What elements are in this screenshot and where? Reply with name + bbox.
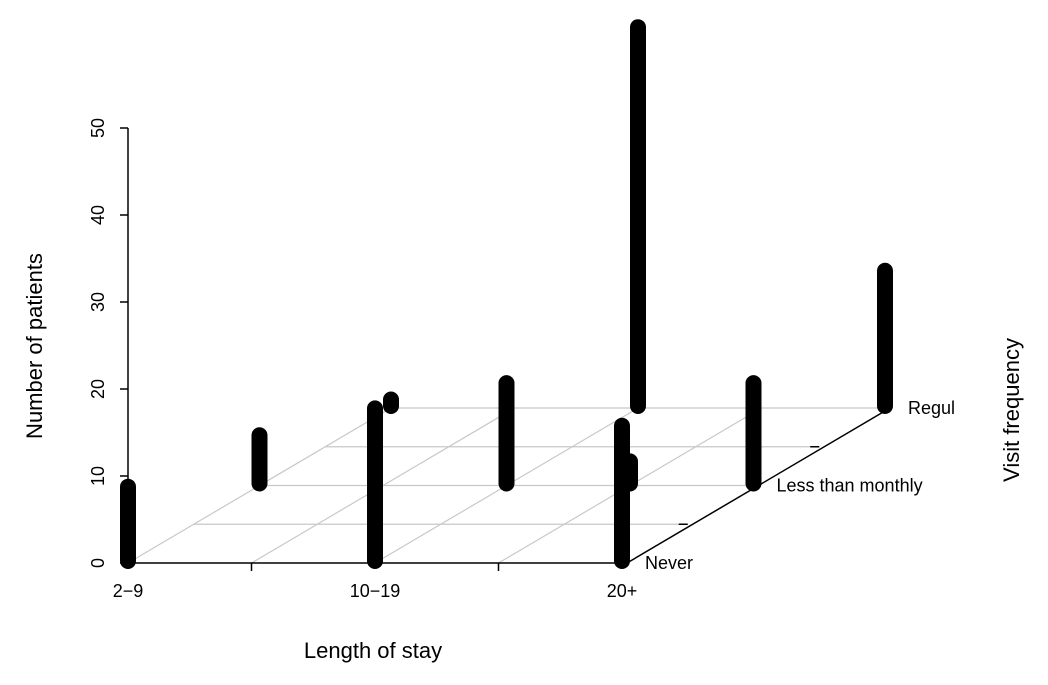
z-tick-label: Less than monthly xyxy=(777,476,923,496)
y-tick-label: 20 xyxy=(88,379,108,399)
x-axis-label: Length of stay xyxy=(304,638,442,663)
z-tick-label: Never xyxy=(645,553,693,573)
y-tick-label: 30 xyxy=(88,292,108,312)
y-tick-label: 40 xyxy=(88,205,108,225)
y-tick-label: 10 xyxy=(88,466,108,486)
y-axis-label: Number of patients xyxy=(22,253,47,439)
x-ticks: 2−9 10−19 20+ xyxy=(113,563,638,601)
z-axis-label: Visit frequency xyxy=(999,338,1024,482)
y-tick-label: 0 xyxy=(88,558,108,568)
axes xyxy=(127,128,891,564)
y-tick-label: 50 xyxy=(88,118,108,138)
y-ticks: 0 10 20 30 40 50 xyxy=(88,118,128,568)
x-tick-label: 10−19 xyxy=(350,581,401,601)
x-tick-label: 20+ xyxy=(607,581,638,601)
z-tick-label: Regul xyxy=(908,398,955,418)
bars xyxy=(120,19,893,569)
z-ticks: Never Less than monthly Regul xyxy=(645,398,955,573)
x-tick-label: 2−9 xyxy=(113,581,144,601)
